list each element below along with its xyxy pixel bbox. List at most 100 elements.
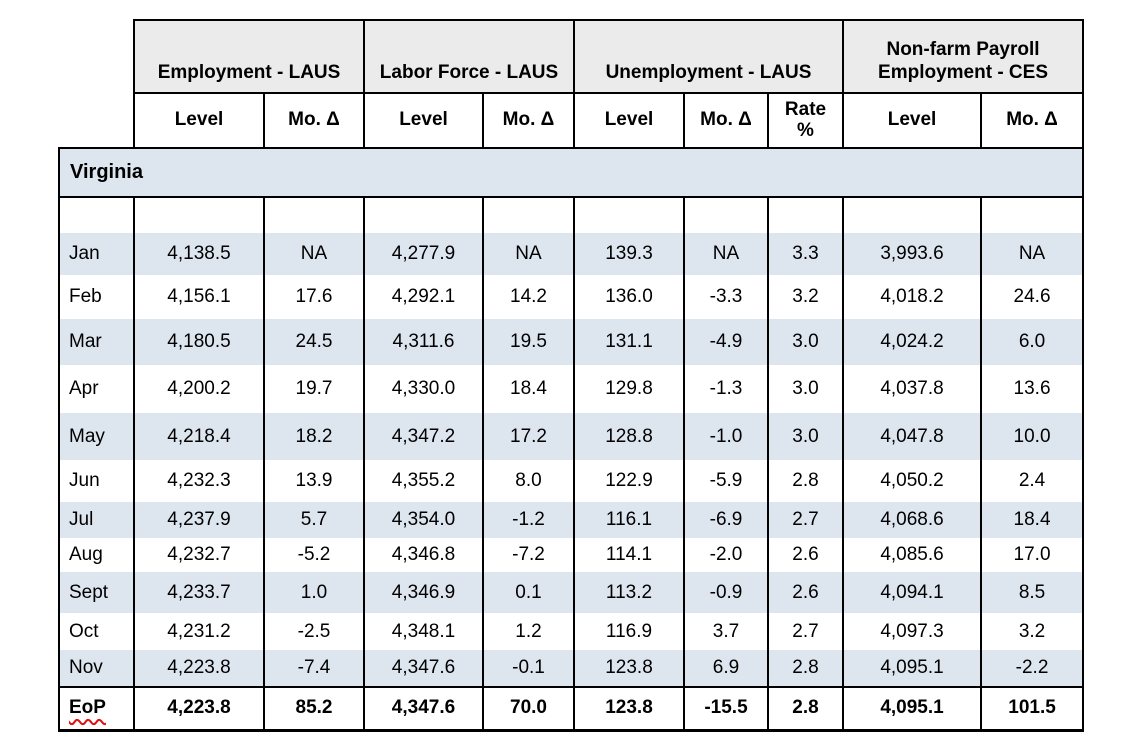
total-row: EoP 4,223.8 85.2 4,347.6 70.0 123.8 -15.5 2.8 4,… (58, 686, 1085, 732)
row-label: Jun (58, 460, 135, 502)
cell-value: 3.0 (766, 365, 845, 413)
table-row: Jan 4,138.5 NA 4,277.9 NA 139.3 NA 3.3 3,993.6 NA (58, 233, 1085, 275)
cell-value: 4,050.2 (842, 460, 983, 502)
cell-value: 1.2 (482, 613, 575, 650)
cell-value: 128.8 (573, 413, 685, 460)
cell-value: -4.9 (683, 319, 769, 365)
cell-value: -2.5 (263, 613, 365, 650)
cell-value: 131.1 (573, 319, 685, 365)
cell-value: 10.0 (980, 413, 1085, 460)
spacer-cell (482, 197, 575, 233)
cell-value: 4,237.9 (133, 502, 265, 538)
cell-value: 18.2 (263, 413, 365, 460)
spacer-cell (363, 197, 484, 233)
spacer-cell (573, 197, 685, 233)
cell-value: 4,348.1 (363, 613, 484, 650)
cell-value: 4,277.9 (363, 233, 484, 275)
cell-value: 85.2 (263, 686, 365, 732)
table-row: Jun 4,232.3 13.9 4,355.2 8.0 122.9 -5.9 2.8 4,05… (58, 460, 1085, 502)
corner-spacer (59, 93, 134, 148)
table-row: Jul 4,237.9 5.7 4,354.0 -1.2 116.1 -6.9 2.7 4,06… (58, 502, 1085, 538)
col-header-unemployment-mo-delta: Mo. Δ (683, 92, 769, 149)
cell-value: 4,037.8 (842, 365, 983, 413)
row-label: EoP (58, 686, 135, 732)
misspelled-word: EoP (69, 697, 106, 719)
cell-value: 4,292.1 (363, 275, 484, 319)
table-row: Aug 4,232.7 -5.2 4,346.8 -7.2 114.1 -2.0 2.6 4,0… (58, 538, 1085, 572)
row-label: Nov (58, 650, 135, 687)
cell-value: -2.2 (980, 650, 1085, 687)
cell-value: 4,138.5 (133, 233, 265, 275)
cell-value: 4,068.6 (842, 502, 983, 538)
col-header-labor-force-level: Level (363, 92, 484, 149)
cell-value: 4,232.7 (133, 538, 265, 572)
table-row: Nov 4,223.8 -7.4 4,347.6 -0.1 123.8 6.9 2.8 4,09… (58, 650, 1085, 687)
cell-value: 6.0 (980, 319, 1085, 365)
spacer-cell (766, 197, 845, 233)
group-header-nonfarm-ces: Non-farm Payroll Employment - CES (842, 19, 1085, 94)
cell-value: 114.1 (573, 538, 685, 572)
cell-value: -7.2 (482, 538, 575, 572)
col-header-employment-mo-delta: Mo. Δ (263, 92, 365, 149)
cell-value: 139.3 (573, 233, 685, 275)
group-header-employment-laus: Employment - LAUS (133, 19, 365, 94)
group-header-labor-force-laus: Labor Force - LAUS (363, 19, 575, 94)
cell-value: 4,231.2 (133, 613, 265, 650)
cell-value: 123.8 (573, 650, 685, 687)
table-row: May 4,218.4 18.2 4,347.2 17.2 128.8 -1.0 3.0 4,0… (58, 413, 1085, 460)
spacer-cell (263, 197, 365, 233)
cell-value: 4,330.0 (363, 365, 484, 413)
cell-value: -5.2 (263, 538, 365, 572)
cell-value: 4,218.4 (133, 413, 265, 460)
cell-value: -5.9 (683, 460, 769, 502)
cell-value: 4,233.7 (133, 572, 265, 613)
cell-value: 2.7 (766, 502, 845, 538)
col-header-employment-level: Level (133, 92, 265, 149)
cell-value: 4,355.2 (363, 460, 484, 502)
cell-value: 4,018.2 (842, 275, 983, 319)
row-label: Jan (58, 233, 135, 275)
cell-value: 2.6 (766, 572, 845, 613)
cell-value: 70.0 (482, 686, 575, 732)
cell-value: 6.9 (683, 650, 769, 687)
cell-value: 3,993.6 (842, 233, 983, 275)
section-label: Virginia (57, 147, 1085, 198)
cell-value: 2.6 (766, 538, 845, 572)
cell-value: 4,200.2 (133, 365, 265, 413)
cell-value: 19.7 (263, 365, 365, 413)
row-label: Jul (58, 502, 135, 538)
row-label: Aug (58, 538, 135, 572)
cell-value: 4,354.0 (363, 502, 484, 538)
cell-value: 4,232.3 (133, 460, 265, 502)
cell-value: 13.6 (980, 365, 1085, 413)
corner-spacer (59, 20, 134, 93)
cell-value: 17.6 (263, 275, 365, 319)
cell-value: 19.5 (482, 319, 575, 365)
row-label: Sept (58, 572, 135, 613)
table-row: Feb 4,156.1 17.6 4,292.1 14.2 136.0 -3.3 3.2 4,0… (58, 275, 1085, 319)
cell-value: 116.1 (573, 502, 685, 538)
cell-value: 4,047.8 (842, 413, 983, 460)
cell-value: 2.8 (766, 686, 845, 732)
cell-value: 136.0 (573, 275, 685, 319)
cell-value: 116.9 (573, 613, 685, 650)
cell-value: 1.0 (263, 572, 365, 613)
sub-header-row: Level Mo. Δ Level Mo. Δ Level Mo. Δ Rate… (59, 92, 1085, 149)
cell-value: 4,156.1 (133, 275, 265, 319)
spacer-cell (842, 197, 983, 233)
cell-value: 4,311.6 (363, 319, 484, 365)
cell-value: 14.2 (482, 275, 575, 319)
cell-value: 2.8 (766, 650, 845, 687)
table-body: Virginia Jan 4,138.5 NA 4,277.9 NA 139.3 NA 3.3… (57, 147, 1085, 732)
cell-value: 5.7 (263, 502, 365, 538)
cell-value: -3.3 (683, 275, 769, 319)
cell-value: -0.9 (683, 572, 769, 613)
cell-value: 4,094.1 (842, 572, 983, 613)
cell-value: 8.5 (980, 572, 1085, 613)
cell-value: 24.6 (980, 275, 1085, 319)
cell-value: 113.2 (573, 572, 685, 613)
col-header-nonfarm-mo-delta: Mo. Δ (980, 92, 1085, 149)
spacer-cell (980, 197, 1085, 233)
cell-value: 4,085.6 (842, 538, 983, 572)
